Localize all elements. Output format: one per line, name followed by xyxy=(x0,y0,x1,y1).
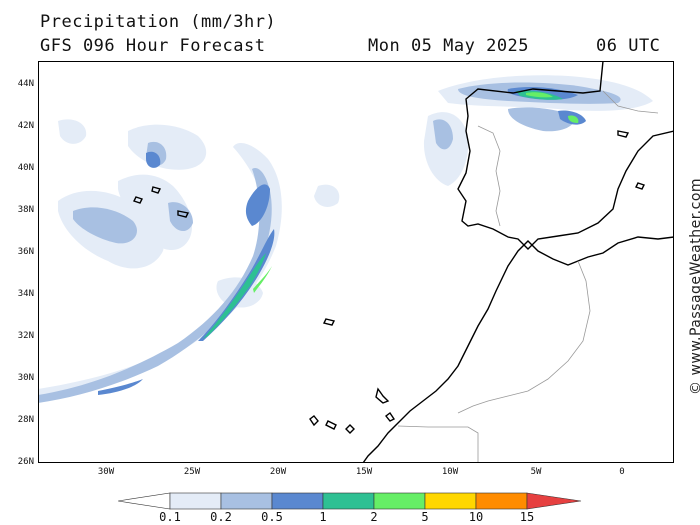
map-title: Precipitation (mm/3hr) xyxy=(40,12,277,32)
border-france xyxy=(602,90,659,114)
lon-label: 15W xyxy=(355,467,373,477)
island-canary-2 xyxy=(385,411,396,422)
forecast-time: 06 UTC xyxy=(596,36,661,56)
legend-swatch xyxy=(169,492,222,510)
lon-label: 20W xyxy=(269,467,287,477)
precip-teal-band xyxy=(203,253,266,339)
island-canary-1 xyxy=(375,387,390,404)
lon-label: 25W xyxy=(183,467,201,477)
forecast-date: Mon 05 May 2025 xyxy=(368,36,530,56)
precip-area-azores xyxy=(118,174,193,251)
lat-label: 30N xyxy=(17,373,34,383)
legend-swatch xyxy=(220,492,273,510)
precip-band-tail xyxy=(98,379,143,395)
lat-label: 42N xyxy=(17,121,34,131)
legend-label: 0.2 xyxy=(210,510,232,524)
legend-swatch xyxy=(424,492,477,510)
lat-label: 28N xyxy=(17,415,34,425)
precip-band-arc xyxy=(38,167,272,403)
credit-text: © www.PassageWeather.com xyxy=(688,177,700,395)
precip-area-patch-3 xyxy=(58,119,87,144)
lat-label: 26N xyxy=(17,457,34,467)
map-frame xyxy=(38,61,674,463)
precipitation-map xyxy=(38,61,674,463)
lon-label: 10W xyxy=(441,467,459,477)
lon-label: 5W xyxy=(530,467,542,477)
legend-swatch xyxy=(322,492,375,510)
legend-swatch xyxy=(271,492,324,510)
legend-label: 0.1 xyxy=(159,510,181,524)
coast-africa xyxy=(362,236,674,463)
legend-swatch xyxy=(475,492,528,510)
precip-band-upper xyxy=(245,184,270,226)
precip-area-west-1 xyxy=(73,207,137,244)
lat-label: 38N xyxy=(17,205,34,215)
lat-label: 40N xyxy=(17,163,34,173)
precip-area-azores-3 xyxy=(168,202,193,232)
legend-label: 10 xyxy=(468,510,484,524)
island-balearic-1 xyxy=(617,130,630,138)
lon-label: 30W xyxy=(97,467,115,477)
legend-swatch xyxy=(373,492,426,510)
precip-green-band xyxy=(253,266,272,293)
legend-label: 15 xyxy=(519,510,535,524)
border-western-sahara xyxy=(397,425,479,463)
map-subtitle: GFS 096 Hour Forecast xyxy=(40,36,266,56)
lat-label: 44N xyxy=(17,79,34,89)
island-azores-3 xyxy=(133,196,143,204)
island-balearic-2 xyxy=(635,182,645,190)
lat-label: 32N xyxy=(17,331,34,341)
island-azores-1 xyxy=(151,186,162,194)
legend-label: 1 xyxy=(319,510,327,524)
legend-label: 5 xyxy=(421,510,429,524)
precip-green-iberia xyxy=(568,115,579,123)
precip-green xyxy=(253,92,579,293)
precip-area-iberia-n xyxy=(508,107,574,132)
island-canary-3 xyxy=(309,415,319,427)
island-canary-4 xyxy=(325,420,337,430)
border-spain-portugal xyxy=(477,125,501,227)
precip-area-azores-core xyxy=(146,151,161,168)
precip-area-patch-2 xyxy=(314,184,340,207)
legend-label: 2 xyxy=(370,510,378,524)
island-azores-2 xyxy=(177,210,190,218)
lat-label: 36N xyxy=(17,247,34,257)
legend-min-arrow xyxy=(118,492,171,510)
precip-green-biscay xyxy=(526,92,553,98)
precip-legend xyxy=(118,492,582,510)
coastlines xyxy=(133,61,674,463)
island-madeira xyxy=(322,318,336,326)
precip-area-iberia-w xyxy=(433,119,453,150)
lat-label: 34N xyxy=(17,289,34,299)
legend-max-arrow xyxy=(526,492,582,510)
country-borders xyxy=(397,90,659,463)
border-morocco-algeria xyxy=(457,260,591,414)
legend-label: 0.5 xyxy=(261,510,283,524)
island-canary-5 xyxy=(345,424,355,434)
lon-label: 0 xyxy=(619,467,625,477)
coast-iberia xyxy=(457,61,674,250)
